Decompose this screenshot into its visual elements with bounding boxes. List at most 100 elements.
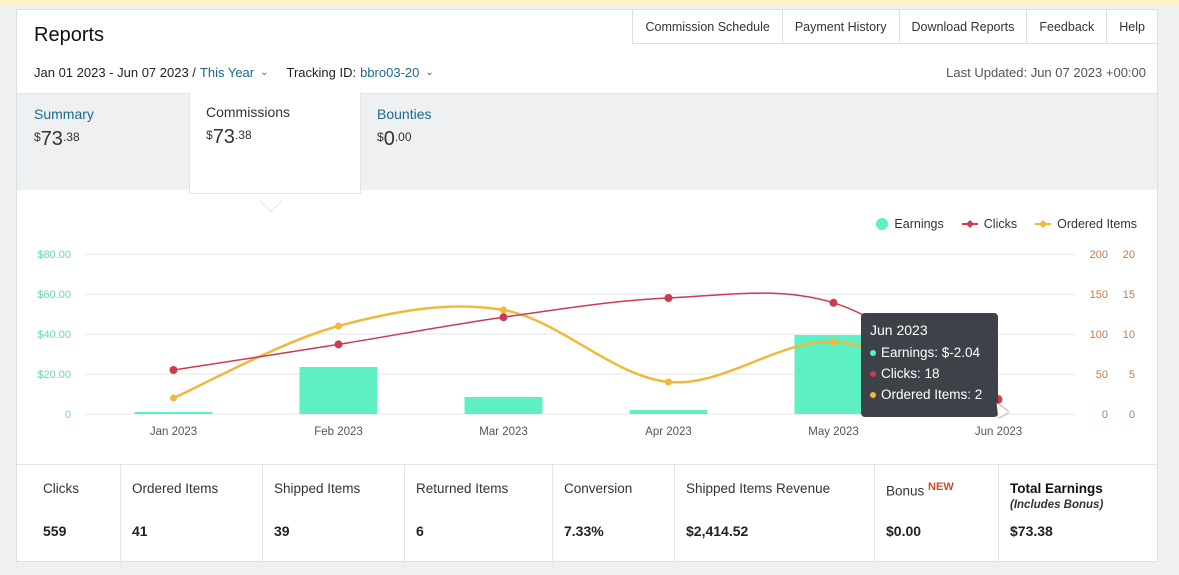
stat-value: 41	[132, 523, 148, 539]
chart-tooltip: Jun 2023 Earnings: $-2.04 Clicks: 18 Ord…	[861, 313, 998, 417]
ordered-items-point	[830, 338, 837, 346]
y-tick-label-ordered: 5	[1129, 369, 1135, 381]
stat-label: Clicks	[43, 481, 79, 496]
commissions-label: Commissions	[206, 104, 291, 120]
x-tick-label: Jun 2023	[975, 426, 1022, 438]
bounties-value: $0.00	[377, 128, 431, 151]
date-range: Jan 01 2023 - Jun 07 2023 /	[34, 65, 196, 80]
currency-symbol: $	[377, 130, 384, 144]
tab-commission-schedule[interactable]: Commission Schedule	[632, 10, 782, 44]
stat-label: Shipped Items Revenue	[686, 481, 831, 496]
legend-clicks[interactable]: Clicks	[961, 217, 1018, 231]
stat-value: 559	[43, 523, 67, 539]
earnings-dot-icon	[870, 349, 876, 356]
stat-ordered-items: Ordered Items 41	[121, 465, 263, 563]
y-tick-label-ordered: 10	[1123, 329, 1135, 341]
earnings-bar	[134, 412, 213, 414]
summary-tab[interactable]: Summary $73.38	[34, 106, 94, 151]
ordered-items-line	[172, 305, 999, 400]
reports-card: Reports Commission Schedule Payment Hist…	[16, 9, 1158, 563]
tooltip-title: Jun 2023	[870, 322, 928, 338]
ordered-dot-icon	[870, 391, 876, 398]
bounties-tab[interactable]: Bounties $0.00	[377, 106, 431, 151]
ordered-items-point	[500, 306, 507, 314]
bounties-label: Bounties	[377, 106, 432, 122]
earnings-bar	[299, 367, 378, 414]
total-earnings-label: Total Earnings	[1010, 481, 1103, 496]
stat-total-earnings: Total Earnings (Includes Bonus) $73.38	[999, 465, 1157, 563]
earnings-dot-icon	[876, 218, 889, 230]
stat-conversion: Conversion 7.33%	[553, 465, 675, 563]
chevron-down-icon[interactable]: ⌄	[425, 67, 434, 78]
stat-label: Ordered Items	[132, 481, 219, 496]
x-tick-label: Apr 2023	[645, 426, 692, 438]
legend-ordered[interactable]: Ordered Items	[1035, 217, 1137, 231]
tracking-label: Tracking ID:	[286, 65, 357, 80]
clicks-point	[499, 313, 508, 322]
value-whole: 0	[383, 128, 395, 150]
legend-earnings[interactable]: Earnings	[876, 217, 944, 231]
new-badge: NEW	[928, 481, 954, 493]
value-whole: 73	[212, 126, 235, 148]
tooltip-clicks: Clicks: 18	[881, 366, 940, 381]
tab-help[interactable]: Help	[1106, 10, 1157, 44]
tooltip-earnings: Earnings: $-2.04	[881, 345, 981, 360]
value-whole: 73	[40, 128, 63, 150]
ordered-line-icon	[1035, 220, 1052, 228]
tooltip-ordered: Ordered Items: 2	[881, 387, 983, 402]
summary-value: $73.38	[34, 128, 94, 151]
stat-label: Shipped Items	[274, 481, 361, 496]
stat-shipped-items: Shipped Items 39	[263, 465, 405, 563]
clicks-point	[664, 294, 673, 302]
ordered-items-point	[335, 322, 342, 330]
stat-label: Returned Items	[416, 481, 509, 496]
clicks-point	[829, 298, 838, 307]
page-title: Reports	[34, 24, 105, 46]
tracking-id-selector[interactable]: bbro03-20	[360, 65, 420, 80]
last-updated: Last Updated: Jun 07 2023 +00:00	[946, 65, 1146, 80]
stat-value: $73.38	[1010, 523, 1053, 539]
earnings-bar	[629, 410, 708, 414]
y-tick-label-clicks: 100	[1090, 329, 1108, 341]
y-tick-label-clicks: 150	[1090, 289, 1108, 301]
value-cents: .38	[234, 128, 252, 142]
y-tick-label-ordered: 15	[1123, 289, 1135, 301]
commissions-tab[interactable]: Commissions $73.38	[189, 92, 361, 194]
tab-payment-history[interactable]: Payment History	[781, 10, 899, 44]
stat-label: Bonus NEW	[886, 481, 987, 517]
earnings-bar	[464, 397, 543, 414]
legend-earnings-label: Earnings	[894, 217, 944, 231]
notice-bar-edge	[0, 0, 1179, 5]
y-tick-label-ordered: 0	[1129, 409, 1135, 421]
period-selector[interactable]: This Year	[199, 65, 255, 80]
y-tick-label-left: $20.00	[37, 369, 71, 381]
earnings-chart: $80.00 200 20 $60.00 150 15 $40.00 100 10 $20.00 5…	[37, 249, 1135, 438]
tooltip-clicks-row: Clicks: 18	[870, 363, 989, 384]
stat-value: $0.00	[886, 523, 922, 539]
stat-value: 39	[274, 523, 290, 539]
x-tick-label: May 2023	[808, 426, 859, 438]
ordered-items-point	[665, 378, 672, 386]
value-cents: .38	[62, 130, 80, 144]
x-tick-label: Feb 2023	[314, 426, 363, 438]
summary-band: Summary $73.38 Bounties $0.00	[17, 93, 1157, 190]
x-tick-label: Jan 2023	[150, 426, 197, 438]
y-tick-label-ordered: 20	[1123, 249, 1135, 261]
stat-label: Conversion	[564, 481, 633, 496]
y-tick-label-left: $40.00	[37, 329, 71, 341]
y-tick-label-left: 0	[65, 409, 71, 421]
tab-download-reports[interactable]: Download Reports	[898, 10, 1027, 44]
tab-feedback[interactable]: Feedback	[1026, 10, 1107, 44]
currency-symbol: $	[34, 130, 41, 144]
y-tick-label-left: $80.00	[37, 249, 71, 261]
chart-legend: Earnings Clicks Ordered Items	[876, 217, 1137, 231]
legend-clicks-label: Clicks	[983, 217, 1018, 231]
chevron-down-icon[interactable]: ⌄	[260, 67, 269, 78]
y-tick-label-clicks: 0	[1102, 409, 1108, 421]
bonus-label: Bonus	[886, 483, 925, 499]
x-tick-label: Mar 2023	[479, 426, 528, 438]
clicks-line-icon	[961, 220, 978, 228]
stat-value: 7.33%	[564, 523, 604, 539]
stat-value: $2,414.52	[686, 523, 749, 539]
stats-row: Clicks 559 Ordered Items 41 Shipped Item…	[17, 464, 1157, 563]
